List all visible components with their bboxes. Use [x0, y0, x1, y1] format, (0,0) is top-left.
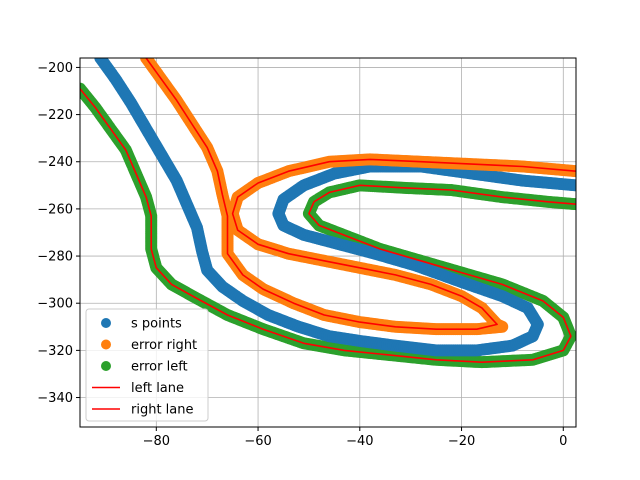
y-tick-label: −320 [37, 344, 73, 359]
x-tick-label: −40 [346, 434, 373, 449]
y-tick-label: −200 [37, 61, 73, 76]
legend-label-error-left: error left [131, 360, 188, 375]
legend-label-s-points: s points [131, 317, 182, 332]
series-left-lane [80, 88, 576, 363]
axes-frame [79, 57, 577, 428]
y-tick-label: −260 [37, 202, 73, 217]
legend-marker-error-left [101, 361, 111, 371]
s-points-point [570, 179, 576, 192]
legend: s points error right error left left lane ri… [85, 308, 209, 422]
legend-label-error-right: error right [131, 338, 197, 353]
right-lane-line [145, 58, 576, 330]
legend-marker-error-right [101, 339, 111, 350]
legend-box [85, 308, 209, 422]
x-tick-label: −20 [448, 434, 475, 449]
legend-label-right-lane: right lane [131, 403, 194, 418]
left-lane-line [80, 88, 576, 363]
x-tick-label: −60 [244, 434, 271, 449]
y-tick-label: −300 [37, 297, 73, 312]
x-tick-label: −80 [143, 434, 170, 449]
axis-ticks: −80 −60 −40 −20 0−340−320−300−280−260−240−22… [37, 61, 567, 449]
series-layer [80, 58, 576, 369]
series-error-left [80, 82, 576, 369]
y-tick-label: −240 [37, 155, 73, 170]
y-tick-label: −220 [37, 108, 73, 123]
x-tick-label: 0 [559, 434, 567, 449]
legend-label-left-lane: left lane [131, 381, 184, 396]
y-tick-label: −280 [37, 250, 73, 265]
series-right-lane [145, 58, 576, 330]
legend-marker-s-points [101, 318, 111, 328]
y-tick-label: −340 [37, 391, 73, 406]
